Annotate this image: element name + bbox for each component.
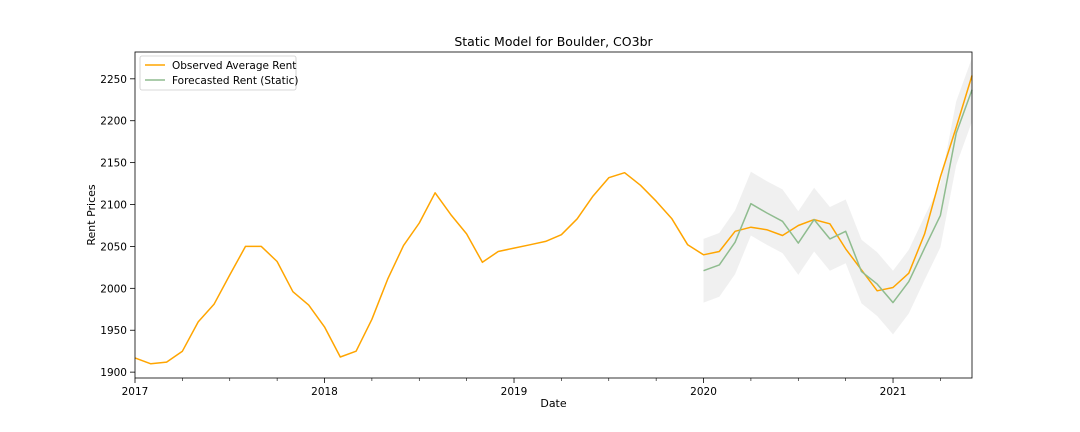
confidence-band-layer	[703, 57, 972, 335]
series-line-observed-average-rent	[134, 75, 973, 365]
y-tick-label: 2000	[100, 283, 127, 295]
plot-frame	[134, 51, 973, 379]
forecast-confidence-band	[703, 57, 972, 335]
x-axis-label: Date	[540, 397, 567, 410]
y-tick-label: 2250	[100, 74, 127, 86]
x-axis: 2017 2018 2019 2020 2021	[122, 378, 941, 398]
y-tick-label: 2100	[100, 200, 127, 212]
y-axis-label: Rent Prices	[85, 184, 98, 246]
x-tick-label: 2021	[880, 386, 907, 398]
y-tick-label: 2050	[100, 241, 127, 253]
legend: Observed Average Rent Forecasted Rent (S…	[139, 55, 299, 91]
y-axis: 1900 1950 2000 2050 2100 2150 2200 2250	[100, 74, 135, 379]
x-tick-label: 2019	[501, 386, 528, 398]
y-tick-label: 1950	[100, 325, 127, 337]
y-tick-label: 1900	[100, 367, 127, 379]
chart-title: Static Model for Boulder, CO3br	[454, 34, 653, 49]
legend-box	[139, 55, 297, 91]
x-tick-label: 2018	[311, 386, 338, 398]
x-tick-label: 2020	[690, 386, 717, 398]
legend-label-forecast: Forecasted Rent (Static)	[172, 75, 299, 87]
y-tick-label: 2200	[100, 116, 127, 128]
series-line-forecasted-rent	[703, 89, 973, 304]
x-tick-label: 2017	[122, 386, 149, 398]
y-tick-label: 2150	[100, 158, 127, 170]
legend-label-observed: Observed Average Rent	[172, 60, 296, 72]
series-lines-layer	[134, 75, 973, 365]
